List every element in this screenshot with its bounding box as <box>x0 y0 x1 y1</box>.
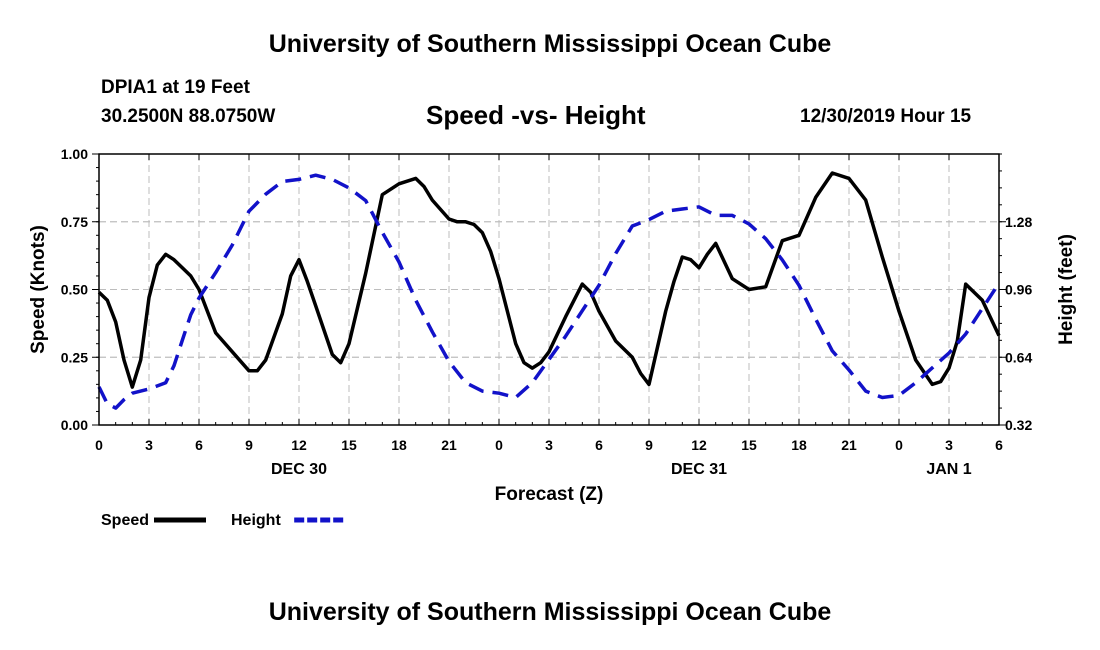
x-tick-label: 3 <box>945 437 953 453</box>
y-tick-label: 0.50 <box>61 282 88 298</box>
x-tick-label: 9 <box>645 437 653 453</box>
y-tick-label: 1.00 <box>61 146 88 162</box>
footer-title: University of Southern Mississippi Ocean… <box>268 598 832 626</box>
x-tick-label: 18 <box>391 437 407 453</box>
x-tick-label: 3 <box>145 437 153 453</box>
legend-label-height: Height <box>231 512 281 529</box>
chart-axes: 0 3 6 9 12 15 18 21 0 3 6 9 12 15 18 21 0 3 6 DEC 30 DEC 31 J… <box>28 146 1077 505</box>
x-tick-label: 21 <box>441 437 457 453</box>
x-tick-label: 15 <box>341 437 357 453</box>
y-axis-label: Speed (Knots) <box>28 225 49 354</box>
date-label: DEC 30 <box>271 461 327 478</box>
x-tick-label: 6 <box>995 437 1003 453</box>
x-tick-label: 15 <box>741 437 757 453</box>
y2-axis-label: Height (feet) <box>1056 234 1077 345</box>
x-tick-label: 3 <box>545 437 553 453</box>
y2-tick-label: 0.96 <box>1005 282 1032 298</box>
x-tick-label: 18 <box>791 437 807 453</box>
chart-series <box>97 171 1001 410</box>
station-label: DPIA1 at 19 Feet <box>101 77 250 98</box>
x-axis-label: Forecast (Z) <box>495 484 604 505</box>
date-label: JAN 1 <box>926 461 971 478</box>
chart-legend: Speed Height <box>101 512 347 529</box>
page-title: University of Southern Mississippi Ocean… <box>268 30 832 58</box>
x-tick-label: 0 <box>495 437 503 453</box>
legend-label-speed: Speed <box>101 512 149 529</box>
x-tick-label: 0 <box>895 437 903 453</box>
x-tick-label: 0 <box>95 437 103 453</box>
x-tick-label: 9 <box>245 437 253 453</box>
y-tick-label: 0.25 <box>61 349 88 365</box>
x-tick-label: 12 <box>691 437 707 453</box>
date-label: DEC 31 <box>671 461 727 478</box>
x-tick-label: 6 <box>595 437 603 453</box>
chart-title: Speed -vs- Height <box>426 100 646 130</box>
y-tick-label: 0.00 <box>61 417 88 433</box>
x-tick-label: 12 <box>291 437 307 453</box>
y-tick-label: 0.75 <box>61 214 88 230</box>
x-tick-label: 6 <box>195 437 203 453</box>
speed-series-line <box>97 171 1001 389</box>
station-coordinates: 30.2500N 88.0750W <box>101 106 276 127</box>
x-tick-label: 21 <box>841 437 857 453</box>
y2-tick-label: 1.28 <box>1005 214 1032 230</box>
forecast-timestamp: 12/30/2019 Hour 15 <box>800 106 972 127</box>
y2-tick-label: 0.64 <box>1005 349 1032 365</box>
chart-gridlines <box>99 154 999 425</box>
y2-tick-label: 0.32 <box>1005 417 1032 433</box>
